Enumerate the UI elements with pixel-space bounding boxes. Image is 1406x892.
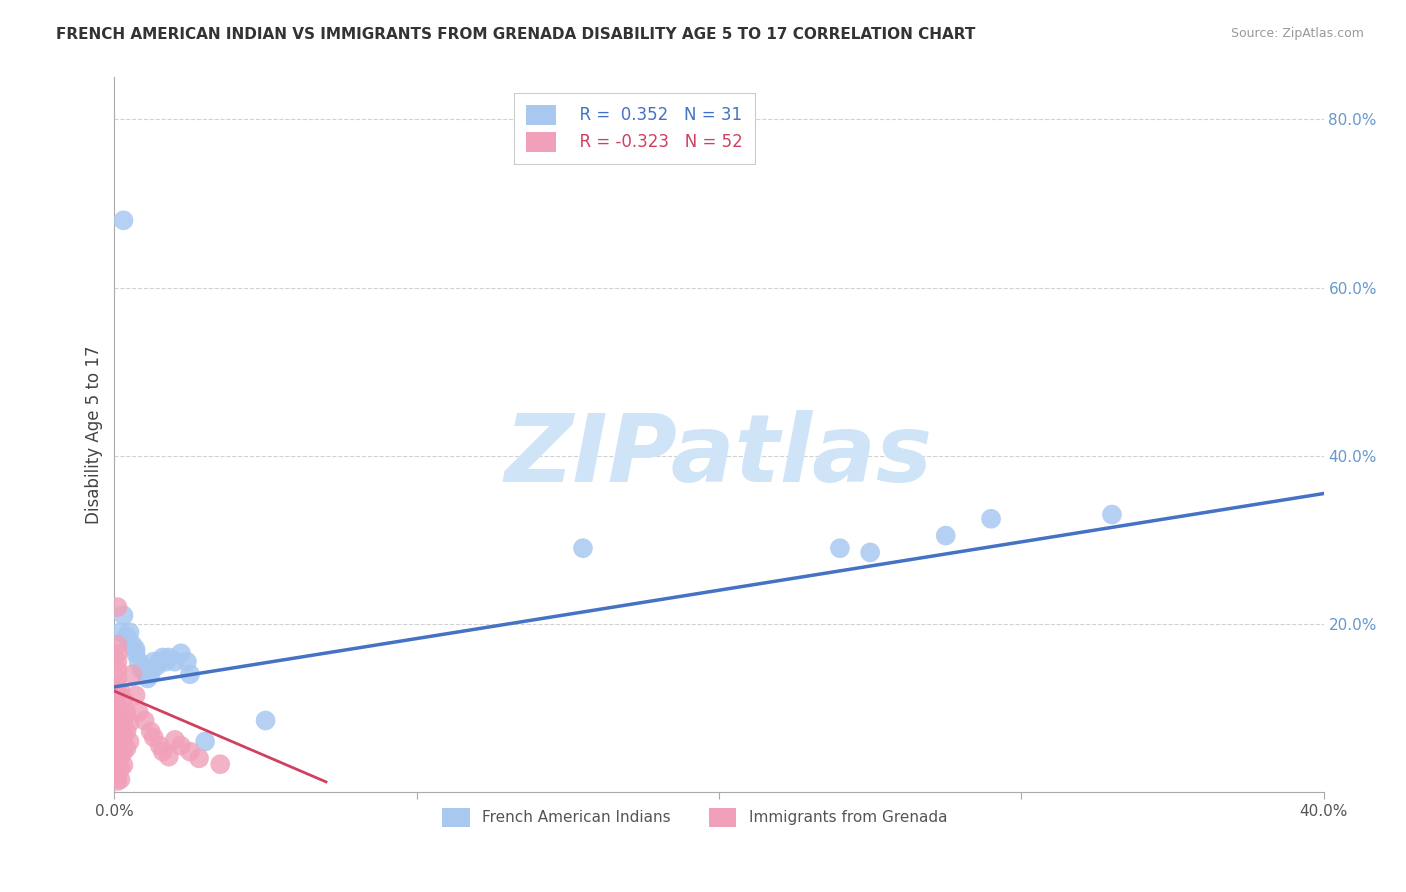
Point	[828, 541, 851, 556]
Point	[107, 731, 129, 745]
Point	[107, 768, 129, 782]
Point	[188, 751, 211, 765]
Text: FRENCH AMERICAN INDIAN VS IMMIGRANTS FROM GRENADA DISABILITY AGE 5 TO 17 CORRELA: FRENCH AMERICAN INDIAN VS IMMIGRANTS FRO…	[56, 27, 976, 42]
Point	[176, 655, 198, 669]
Point	[112, 692, 135, 706]
Point	[112, 608, 135, 623]
Point	[107, 705, 129, 719]
Point	[118, 734, 141, 748]
Point	[107, 774, 129, 789]
Point	[139, 667, 162, 681]
Point	[145, 658, 167, 673]
Point	[163, 655, 186, 669]
Point	[107, 600, 129, 615]
Point	[107, 755, 129, 769]
Point	[152, 745, 174, 759]
Point	[107, 743, 129, 757]
Text: Source: ZipAtlas.com: Source: ZipAtlas.com	[1230, 27, 1364, 40]
Point	[112, 731, 135, 745]
Point	[179, 745, 201, 759]
Point	[107, 761, 129, 775]
Point	[149, 739, 172, 753]
Point	[139, 724, 162, 739]
Point	[136, 672, 159, 686]
Point	[170, 739, 193, 753]
Point	[157, 650, 180, 665]
Point	[112, 213, 135, 227]
Point	[112, 714, 135, 728]
Point	[112, 758, 135, 772]
Point	[115, 741, 138, 756]
Point	[980, 512, 1002, 526]
Point	[115, 724, 138, 739]
Point	[859, 545, 882, 559]
Point	[112, 745, 135, 759]
Point	[107, 724, 129, 739]
Point	[110, 761, 132, 775]
Point	[572, 541, 595, 556]
Point	[107, 646, 129, 660]
Point	[110, 772, 132, 787]
Point	[110, 684, 132, 698]
Point	[194, 734, 217, 748]
Point	[110, 749, 132, 764]
Point	[107, 748, 129, 763]
Point	[110, 736, 132, 750]
Y-axis label: Disability Age 5 to 17: Disability Age 5 to 17	[86, 345, 103, 524]
Point	[142, 731, 165, 745]
Point	[107, 717, 129, 731]
Point	[157, 749, 180, 764]
Point	[179, 667, 201, 681]
Point	[1101, 508, 1123, 522]
Point	[107, 655, 129, 669]
Point	[128, 705, 150, 719]
Point	[254, 714, 277, 728]
Point	[170, 646, 193, 660]
Point	[124, 642, 146, 657]
Point	[131, 663, 153, 677]
Point	[163, 732, 186, 747]
Point	[124, 646, 146, 660]
Point	[107, 672, 129, 686]
Point	[107, 680, 129, 694]
Text: ZIPatlas: ZIPatlas	[505, 410, 934, 502]
Point	[155, 655, 177, 669]
Point	[110, 722, 132, 736]
Point	[121, 638, 143, 652]
Point	[118, 625, 141, 640]
Point	[107, 711, 129, 725]
Point	[124, 688, 146, 702]
Point	[107, 663, 129, 677]
Point	[149, 655, 172, 669]
Point	[107, 638, 129, 652]
Point	[121, 667, 143, 681]
Point	[107, 736, 129, 750]
Legend: French American Indians, Immigrants from Grenada: French American Indians, Immigrants from…	[434, 800, 955, 834]
Point	[142, 655, 165, 669]
Point	[107, 697, 129, 711]
Point	[134, 663, 156, 677]
Point	[115, 705, 138, 719]
Point	[110, 625, 132, 640]
Point	[107, 688, 129, 702]
Point	[209, 757, 232, 772]
Point	[152, 650, 174, 665]
Point	[128, 655, 150, 669]
Point	[110, 705, 132, 719]
Point	[935, 528, 957, 542]
Point	[134, 714, 156, 728]
Point	[118, 716, 141, 731]
Point	[115, 630, 138, 644]
